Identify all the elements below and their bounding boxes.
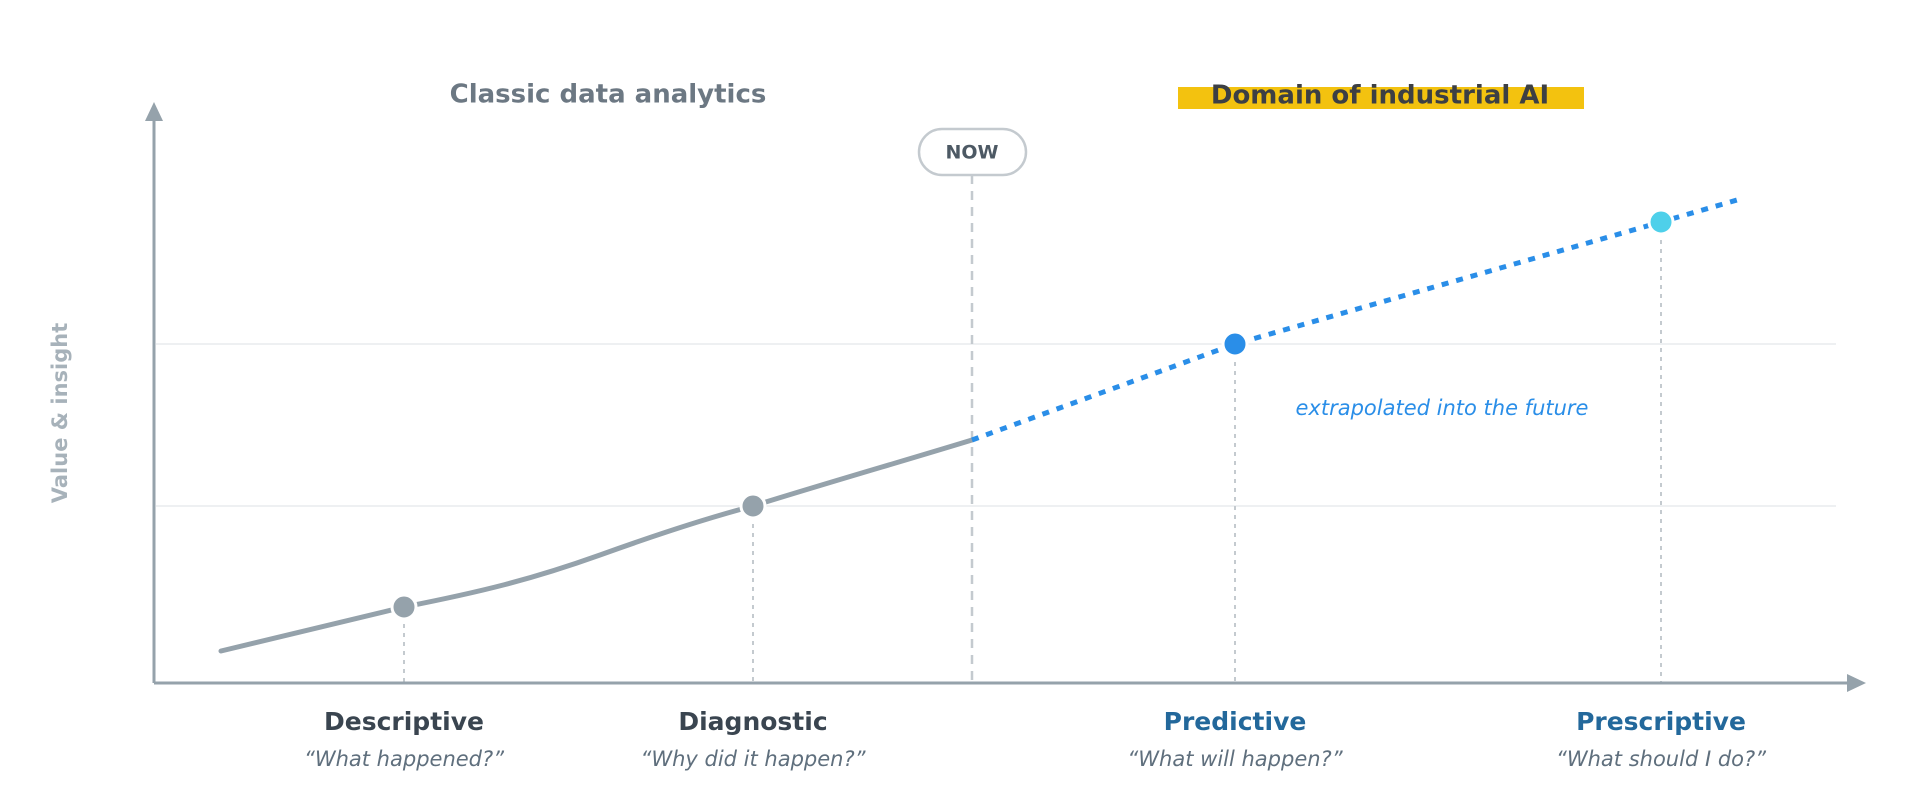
past-curve: [218, 437, 975, 654]
future-curve: [971, 195, 1745, 443]
x-axis-arrow: [1847, 674, 1866, 692]
stage-question: “What happened?”: [304, 747, 505, 771]
annotation: extrapolated into the future: [1296, 396, 1589, 420]
section-title: Domain of industrial AI: [1211, 81, 1549, 111]
highlight: [1178, 87, 1584, 109]
stage-point: [390, 593, 418, 621]
section-title: Classic data analytics: [450, 80, 767, 110]
stage-question: “What should I do?”: [1556, 747, 1767, 771]
stage-label: Descriptive: [324, 707, 484, 736]
y-axis-label: Value & insight: [48, 323, 72, 503]
stage-question: “Why did it happen?”: [640, 747, 866, 771]
y-axis-arrow: [145, 102, 163, 121]
now-label: NOW: [945, 142, 998, 164]
stage-label: Predictive: [1164, 707, 1307, 736]
stage-point: [1221, 330, 1249, 358]
stage-label: Diagnostic: [678, 707, 827, 736]
stage-point: [739, 492, 767, 520]
stage-label: Prescriptive: [1576, 707, 1746, 736]
stage-question: “What will happen?”: [1127, 747, 1343, 771]
stage-point: [1647, 208, 1675, 236]
now-pill: [917, 127, 1028, 177]
